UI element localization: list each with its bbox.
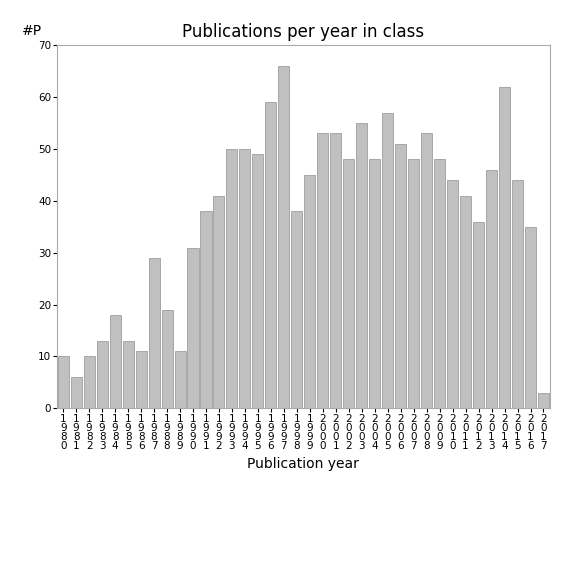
Bar [512, 180, 523, 408]
Bar [447, 180, 458, 408]
Bar [201, 211, 211, 408]
Bar [149, 258, 159, 408]
Bar [71, 377, 82, 408]
Bar [331, 133, 341, 408]
Bar [188, 248, 198, 408]
X-axis label: Publication year: Publication year [247, 457, 359, 471]
Bar [421, 133, 432, 408]
Bar [318, 133, 328, 408]
Bar [369, 159, 380, 408]
Bar [213, 196, 225, 408]
Bar [356, 123, 367, 408]
Bar [136, 351, 147, 408]
Bar [109, 315, 121, 408]
Bar [434, 159, 445, 408]
Bar [525, 227, 536, 408]
Bar [473, 222, 484, 408]
Bar [96, 341, 108, 408]
Bar [175, 351, 185, 408]
Title: Publications per year in class: Publications per year in class [182, 23, 425, 41]
Bar [239, 149, 251, 408]
Bar [460, 196, 471, 408]
Text: #P: #P [22, 24, 43, 38]
Bar [538, 393, 549, 408]
Bar [278, 66, 289, 408]
Bar [382, 113, 393, 408]
Bar [499, 87, 510, 408]
Bar [252, 154, 264, 408]
Bar [226, 149, 238, 408]
Bar [304, 175, 315, 408]
Bar [291, 211, 302, 408]
Bar [162, 310, 172, 408]
Bar [343, 159, 354, 408]
Bar [58, 357, 69, 408]
Bar [265, 103, 276, 408]
Bar [84, 357, 95, 408]
Bar [122, 341, 134, 408]
Bar [408, 159, 419, 408]
Bar [395, 144, 406, 408]
Bar [486, 170, 497, 408]
